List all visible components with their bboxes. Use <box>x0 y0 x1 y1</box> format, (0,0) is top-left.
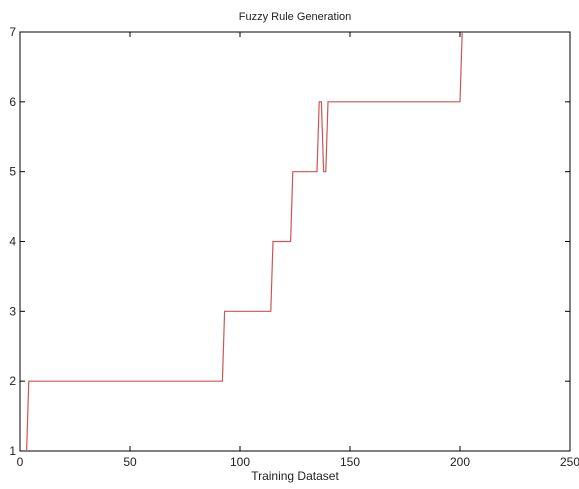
plot-frame <box>19 31 571 452</box>
series-line <box>26 31 463 452</box>
y-tick-label: 4 <box>9 235 16 249</box>
y-tick-label: 5 <box>9 165 16 179</box>
x-tick-label: 0 <box>17 455 24 469</box>
y-tick-label: 3 <box>9 304 16 318</box>
x-tick-label: 100 <box>230 455 250 469</box>
x-tick-label: 150 <box>340 455 360 469</box>
y-tick-label: 1 <box>9 444 16 458</box>
x-tick-label: 50 <box>123 455 137 469</box>
y-tick-label: 2 <box>9 374 16 388</box>
y-tick-label: 6 <box>9 95 16 109</box>
y-tick-label: 7 <box>9 25 16 39</box>
x-axis-label: Training Dataset <box>251 469 339 483</box>
x-tick-label: 200 <box>450 455 470 469</box>
chart-title: Fuzzy Rule Generation <box>239 11 352 23</box>
x-tick-label: 250 <box>560 455 579 469</box>
plot-area: 0 50 100 150 200 250 1 2 3 4 5 6 7 <box>9 25 579 469</box>
